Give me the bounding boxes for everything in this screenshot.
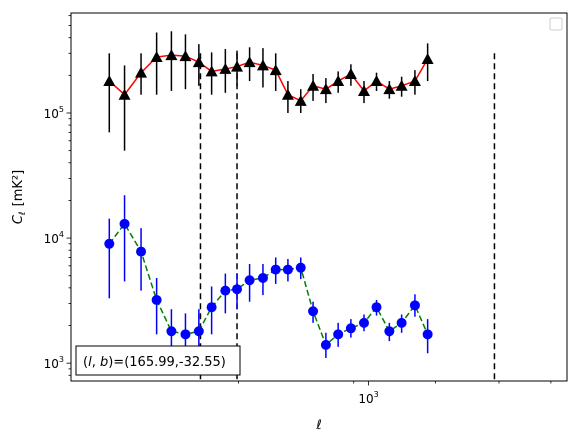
axis-labels: ℓ Cℓ [mK²] [11, 170, 322, 433]
data-point-triangle [421, 53, 434, 65]
annotation-text: (l, b)=(165.99,-32.55) [83, 355, 226, 370]
series-layer [103, 31, 434, 358]
y-tick-label: 105 [44, 105, 64, 121]
data-point-circle [257, 272, 268, 283]
data-point-circle [320, 339, 331, 350]
data-point-triangle [103, 75, 116, 87]
data-point-circle [206, 302, 217, 313]
data-point-circle [166, 326, 177, 337]
data-point-triangle [383, 83, 396, 95]
legend-box [549, 17, 563, 31]
data-point-circle [220, 285, 231, 296]
data-point-circle [396, 317, 407, 328]
data-point-triangle [395, 79, 408, 91]
data-point-circle [295, 262, 306, 273]
data-point-circle [371, 302, 382, 313]
data-point-circle [345, 323, 356, 334]
annotation-box [75, 345, 241, 376]
data-point-circle [136, 246, 147, 257]
data-point-triangle [307, 79, 320, 91]
data-point-triangle [205, 65, 218, 77]
data-point-circle [232, 284, 243, 295]
data-point-circle [151, 294, 162, 305]
data-point-triangle [319, 83, 332, 95]
data-point-circle [422, 329, 433, 340]
data-point-triangle [243, 56, 256, 68]
data-point-triangle [165, 49, 178, 61]
data-point-triangle [192, 56, 205, 68]
data-point-triangle [408, 75, 421, 87]
data-point-circle [384, 326, 395, 337]
data-point-triangle [370, 75, 383, 87]
y-axis-label-units: [mK²] [11, 170, 26, 207]
data-point-triangle [344, 67, 357, 79]
data-point-circle [282, 264, 293, 275]
y-tick-label: 104 [44, 230, 64, 246]
data-point-circle [244, 275, 255, 286]
data-point-triangle [281, 88, 294, 100]
coordinate-annotation: (l, b)=(165.99,-32.55) [75, 345, 241, 376]
data-point-circle [180, 329, 191, 340]
data-point-circle [358, 317, 369, 328]
data-point-triangle [135, 66, 148, 78]
data-point-circle [104, 238, 115, 249]
data-point-triangle [357, 84, 370, 96]
data-point-triangle [256, 59, 269, 71]
data-point-triangle [332, 75, 345, 87]
y-axis-label-sub: ℓ [18, 211, 28, 216]
x-axis-label: ℓ [315, 418, 321, 433]
data-point-circle [308, 306, 319, 317]
vertical-lines-layer [199, 53, 496, 381]
data-point-triangle [150, 51, 163, 63]
data-point-circle [270, 264, 281, 275]
data-point-triangle [118, 88, 131, 100]
data-point-circle [409, 300, 420, 311]
x-tick-label: 103 [358, 390, 378, 406]
data-point-triangle [294, 94, 307, 106]
ticks-layer: 103 103 104 105 [44, 15, 552, 406]
data-point-triangle [219, 62, 232, 74]
y-tick-label: 103 [44, 355, 64, 371]
data-point-circle [333, 329, 344, 340]
plot-frame [70, 12, 568, 382]
data-point-circle [193, 326, 204, 337]
y-axis-label-main: C [11, 214, 26, 224]
data-point-triangle [269, 64, 282, 76]
data-point-triangle [179, 50, 192, 62]
data-point-circle [119, 218, 130, 229]
y-axis-label: Cℓ [mK²] [11, 170, 28, 224]
data-point-triangle [231, 60, 244, 72]
